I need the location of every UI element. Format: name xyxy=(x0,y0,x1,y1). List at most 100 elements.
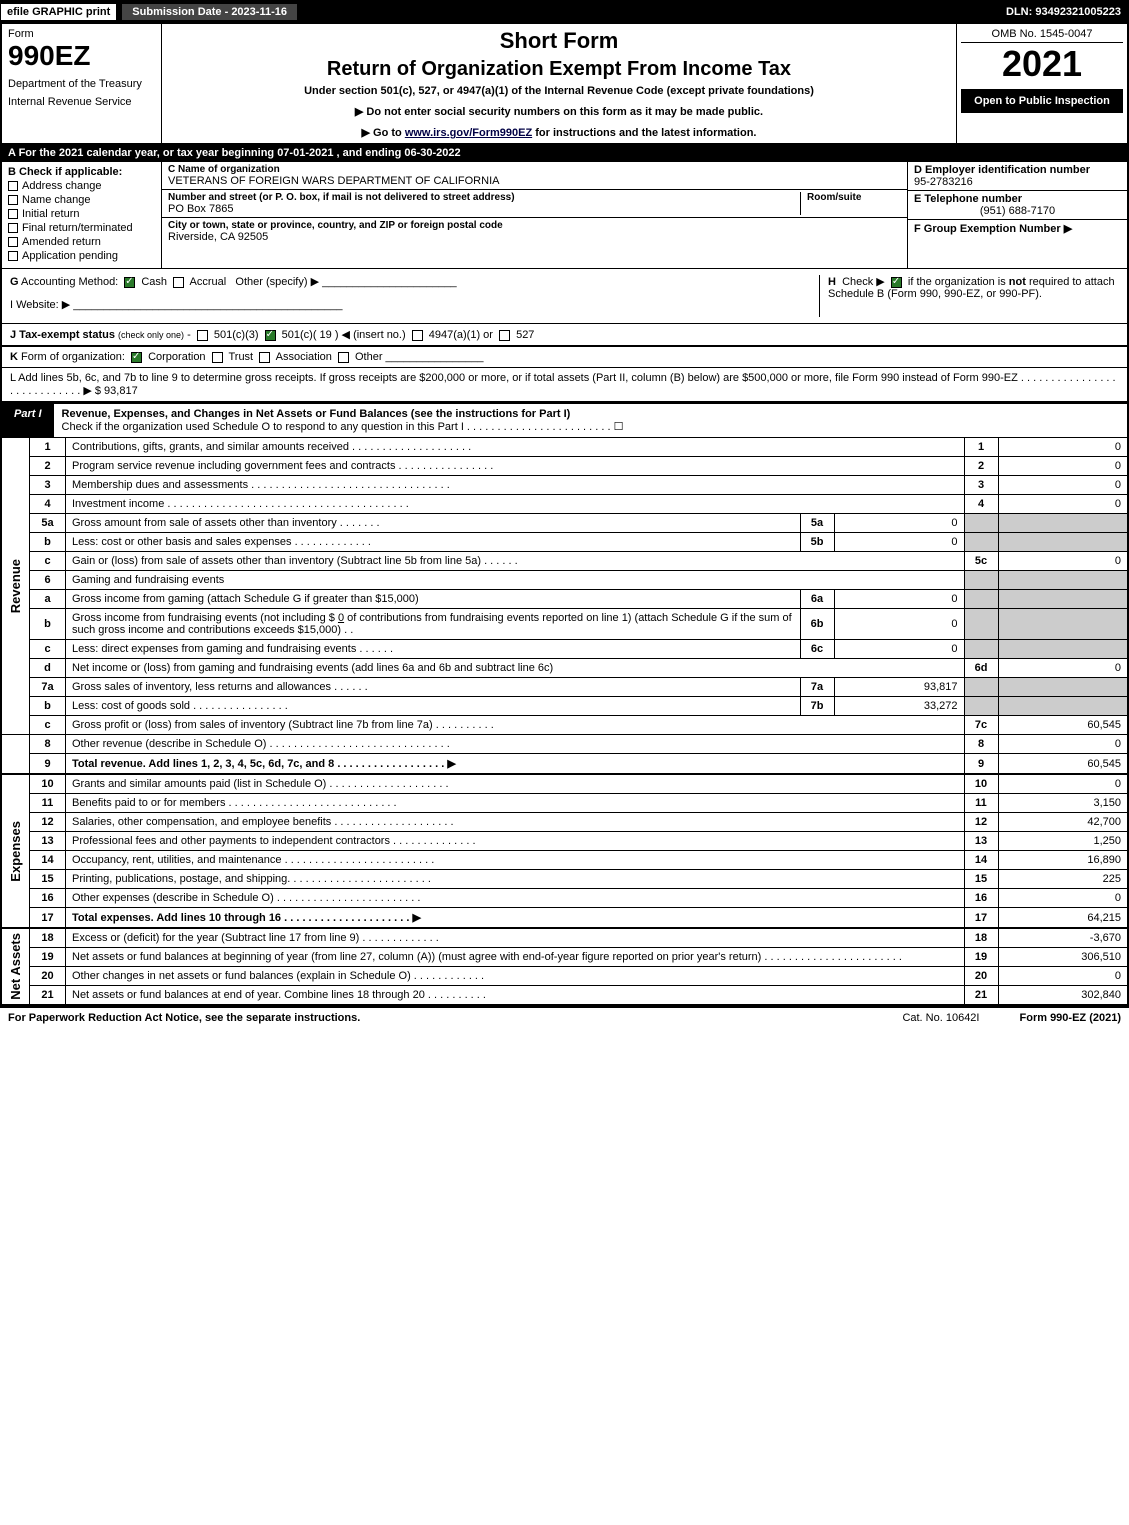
row-6d: dNet income or (loss) from gaming and fu… xyxy=(1,659,1128,678)
irs-link[interactable]: www.irs.gov/Form990EZ xyxy=(405,127,532,139)
check-amended[interactable]: Amended return xyxy=(8,236,155,248)
tn: 2 xyxy=(964,457,998,476)
desc: Gross amount from sale of assets other t… xyxy=(66,514,801,533)
part-i-label: Part I xyxy=(2,404,54,437)
tv: 60,545 xyxy=(998,754,1128,775)
website-line: I Website: ▶ ___________________________… xyxy=(10,298,819,311)
desc: Net assets or fund balances at beginning… xyxy=(66,948,965,967)
row-19: 19Net assets or fund balances at beginni… xyxy=(1,948,1128,967)
tv: 0 xyxy=(998,552,1128,571)
k-corp[interactable] xyxy=(131,352,142,363)
row-2: 2Program service revenue including gover… xyxy=(1,457,1128,476)
j-501c3[interactable] xyxy=(197,330,208,341)
j-501c[interactable] xyxy=(265,330,276,341)
desc: Grants and similar amounts paid (list in… xyxy=(66,774,965,794)
desc: Other expenses (describe in Schedule O) … xyxy=(66,889,965,908)
tn: 5c xyxy=(964,552,998,571)
tv: 3,150 xyxy=(998,794,1128,813)
tv: 0 xyxy=(998,735,1128,754)
check-name-change[interactable]: Name change xyxy=(8,194,155,206)
h-checkbox[interactable] xyxy=(891,277,902,288)
row-7c: cGross profit or (loss) from sales of in… xyxy=(1,716,1128,735)
l-text: L Add lines 5b, 6c, and 7b to line 9 to … xyxy=(10,372,1116,397)
section-j: J Tax-exempt status (check only one) - 5… xyxy=(0,324,1129,346)
check-initial-return[interactable]: Initial return xyxy=(8,208,155,220)
accrual-checkbox[interactable] xyxy=(173,277,184,288)
tv: 0 xyxy=(998,495,1128,514)
desc: Professional fees and other payments to … xyxy=(66,832,965,851)
part-i-title-text: Revenue, Expenses, and Changes in Net As… xyxy=(62,408,571,420)
tn: 8 xyxy=(964,735,998,754)
check-address-change[interactable]: Address change xyxy=(8,180,155,192)
k-trust[interactable] xyxy=(212,352,223,363)
row-6c: cLess: direct expenses from gaming and f… xyxy=(1,640,1128,659)
netassets-text: Net Assets xyxy=(8,933,23,1000)
org-name: VETERANS OF FOREIGN WARS DEPARTMENT OF C… xyxy=(168,175,901,187)
row-15: 15Printing, publications, postage, and s… xyxy=(1,870,1128,889)
row-5c: cGain or (loss) from sale of assets othe… xyxy=(1,552,1128,571)
tn: 21 xyxy=(964,986,998,1006)
desc: Gross income from fundraising events (no… xyxy=(66,609,801,640)
row-18: Net Assets 18Excess or (deficit) for the… xyxy=(1,928,1128,948)
part-i-check: Check if the organization used Schedule … xyxy=(62,421,624,433)
check-final-return[interactable]: Final return/terminated xyxy=(8,222,155,234)
instructions-link-line: ▶ Go to www.irs.gov/Form990EZ for instru… xyxy=(172,126,946,139)
desc: Net assets or fund balances at end of ye… xyxy=(66,986,965,1006)
desc: Contributions, gifts, grants, and simila… xyxy=(66,438,965,457)
check-application-pending[interactable]: Application pending xyxy=(8,250,155,262)
j-527[interactable] xyxy=(499,330,510,341)
tv: 64,215 xyxy=(998,908,1128,929)
check-label: Initial return xyxy=(22,208,79,220)
ln: 1 xyxy=(30,438,66,457)
expenses-text: Expenses xyxy=(8,821,23,882)
form-id-block: Form 990EZ Department of the Treasury In… xyxy=(2,24,162,143)
desc: Membership dues and assessments . . . . … xyxy=(66,476,965,495)
form-title-block: Short Form Return of Organization Exempt… xyxy=(162,24,957,143)
row-6: 6Gaming and fundraising events xyxy=(1,571,1128,590)
row-10: Expenses 10Grants and similar amounts pa… xyxy=(1,774,1128,794)
tv: 302,840 xyxy=(998,986,1128,1006)
sn: 5a xyxy=(800,514,834,533)
sn: 6a xyxy=(800,590,834,609)
sn: 5b xyxy=(800,533,834,552)
row-1: Revenue 1 Contributions, gifts, grants, … xyxy=(1,438,1128,457)
section-c: C Name of organization VETERANS OF FOREI… xyxy=(162,162,907,268)
desc: Less: cost or other basis and sales expe… xyxy=(66,533,801,552)
city-value: Riverside, CA 92505 xyxy=(168,231,901,243)
expenses-side-label: Expenses xyxy=(1,774,30,928)
desc: Other changes in net assets or fund bala… xyxy=(66,967,965,986)
check-label: Amended return xyxy=(22,236,101,248)
efile-label[interactable]: efile GRAPHIC print xyxy=(0,3,117,21)
section-k: K Form of organization: Corporation Trus… xyxy=(0,346,1129,368)
desc: Occupancy, rent, utilities, and maintena… xyxy=(66,851,965,870)
city-row: City or town, state or province, country… xyxy=(162,218,907,245)
sv: 0 xyxy=(834,640,964,659)
k-assoc[interactable] xyxy=(259,352,270,363)
street-label: Number and street (or P. O. box, if mail… xyxy=(168,192,794,203)
tn: 7c xyxy=(964,716,998,735)
desc: Gross sales of inventory, less returns a… xyxy=(66,678,801,697)
note2-pre: ▶ Go to xyxy=(362,127,405,139)
part-i-title: Revenue, Expenses, and Changes in Net As… xyxy=(54,404,1127,437)
desc: Investment income . . . . . . . . . . . … xyxy=(66,495,965,514)
sv: 0 xyxy=(834,533,964,552)
section-gh: G Accounting Method: Cash Accrual Other … xyxy=(0,269,1129,324)
section-l: L Add lines 5b, 6c, and 7b to line 9 to … xyxy=(0,368,1129,402)
tn: 9 xyxy=(964,754,998,775)
cash-checkbox[interactable] xyxy=(124,277,135,288)
row-7a: 7aGross sales of inventory, less returns… xyxy=(1,678,1128,697)
desc: Total expenses. Add lines 10 through 16 … xyxy=(66,908,965,929)
tv: 0 xyxy=(998,457,1128,476)
tv: 0 xyxy=(998,774,1128,794)
desc: Gain or (loss) from sale of assets other… xyxy=(66,552,965,571)
k-other[interactable] xyxy=(338,352,349,363)
part-i-header: Part I Revenue, Expenses, and Changes in… xyxy=(0,402,1129,438)
check-label: Address change xyxy=(22,180,102,192)
check-label: Final return/terminated xyxy=(22,222,133,234)
part-i-table: Revenue 1 Contributions, gifts, grants, … xyxy=(0,438,1129,1006)
j-4947[interactable] xyxy=(412,330,423,341)
accounting-method: G Accounting Method: Cash Accrual Other … xyxy=(10,275,819,288)
tn: 10 xyxy=(964,774,998,794)
desc: Salaries, other compensation, and employ… xyxy=(66,813,965,832)
row-3: 3Membership dues and assessments . . . .… xyxy=(1,476,1128,495)
